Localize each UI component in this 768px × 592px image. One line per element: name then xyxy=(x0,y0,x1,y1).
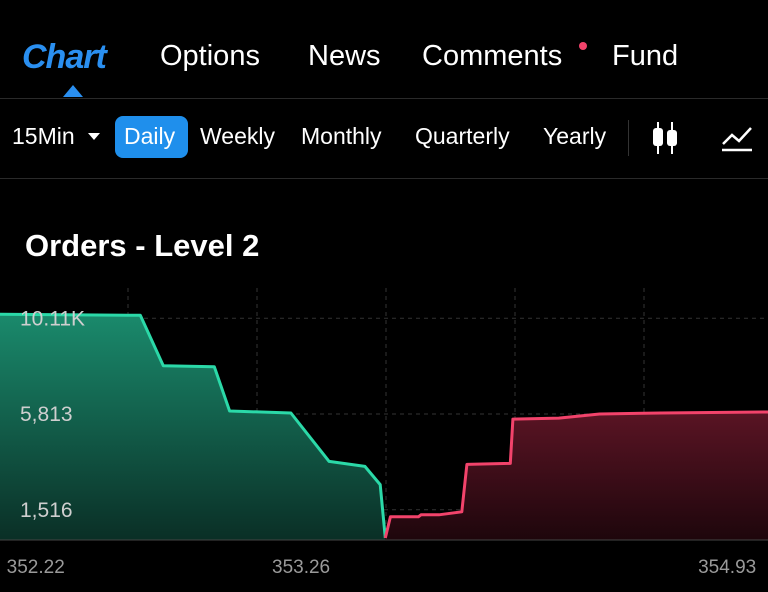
timeframe[interactable]: Monthly xyxy=(301,123,382,149)
line-chart-icon[interactable] xyxy=(720,122,754,154)
timeframe[interactable]: Yearly xyxy=(543,123,607,149)
y-tick-label: 10.11K xyxy=(20,307,85,330)
timeframe-dropdown[interactable]: 15Min xyxy=(12,123,75,149)
tab[interactable]: News xyxy=(308,40,381,72)
depth-line xyxy=(0,312,387,539)
divider xyxy=(0,98,768,99)
y-tick-label: 5,813 xyxy=(20,403,73,426)
tab-chart-logo[interactable]: Chart xyxy=(22,38,107,76)
depth-line xyxy=(383,410,768,539)
timeframe[interactable]: Quarterly xyxy=(415,123,510,149)
depth-area xyxy=(0,314,386,540)
notification-dot xyxy=(579,42,587,50)
depth-area xyxy=(385,412,768,540)
tab[interactable]: Comments xyxy=(422,40,563,72)
active-indicator xyxy=(63,85,83,97)
tab[interactable]: Options xyxy=(160,40,260,72)
active-pill xyxy=(115,116,188,158)
timeframe[interactable]: Weekly xyxy=(200,123,275,149)
x-tick-label: 352.22 xyxy=(7,557,65,578)
x-tick-label: 353.26 xyxy=(272,557,330,578)
separator xyxy=(628,120,629,156)
candlestick-icon[interactable] xyxy=(650,120,680,156)
tab[interactable]: Fund xyxy=(612,40,679,72)
x-tick-label: 354.93 xyxy=(698,557,756,578)
dropdown-caret xyxy=(88,133,100,140)
section-title: Orders - Level 2 xyxy=(25,228,260,263)
divider xyxy=(0,178,768,179)
y-tick-label: 1,516 xyxy=(20,499,73,522)
timeframe[interactable]: Daily xyxy=(124,123,176,149)
